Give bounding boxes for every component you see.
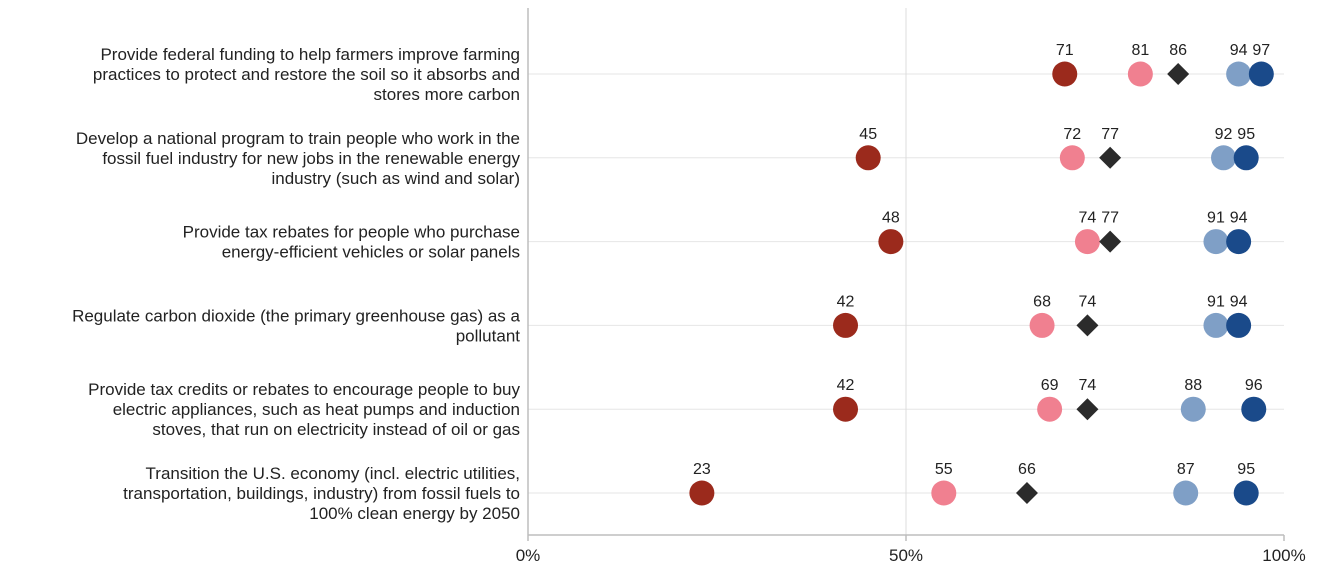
data-point <box>1052 61 1078 87</box>
data-label: 66 <box>1018 461 1036 478</box>
data-label: 86 <box>1169 42 1187 59</box>
data-marks <box>689 61 1274 506</box>
data-point <box>1037 396 1063 422</box>
data-point <box>1226 61 1252 87</box>
data-point <box>1180 396 1206 422</box>
data-label: 23 <box>693 461 711 478</box>
category-label: Regulate carbon dioxide (the primary gre… <box>72 306 520 345</box>
data-label: 77 <box>1101 126 1119 143</box>
data-point <box>1211 145 1237 171</box>
data-point <box>1059 145 1085 171</box>
data-point <box>1203 312 1229 338</box>
data-point <box>855 145 881 171</box>
data-point <box>1074 229 1100 255</box>
data-point <box>1226 312 1252 338</box>
data-point-diamond <box>1015 482 1038 504</box>
data-label: 68 <box>1033 293 1051 310</box>
data-label: 95 <box>1237 461 1255 478</box>
data-label: 42 <box>837 377 855 394</box>
x-tick-label: 0% <box>516 546 541 565</box>
x-tick-labels: 0% 50% 100% <box>516 546 1306 565</box>
category-label: Provide tax credits or rebates to encour… <box>88 380 520 439</box>
data-point <box>1233 145 1259 171</box>
data-label: 95 <box>1237 126 1255 143</box>
data-point-diamond <box>1099 146 1122 169</box>
data-label: 96 <box>1245 377 1263 394</box>
data-label: 48 <box>882 210 900 227</box>
data-label: 94 <box>1230 210 1248 227</box>
axes <box>527 8 1285 541</box>
data-point <box>833 396 859 422</box>
data-point <box>878 229 904 255</box>
data-point <box>1226 229 1252 255</box>
data-label: 69 <box>1041 377 1059 394</box>
data-point <box>931 480 957 506</box>
category-label: Transition the U.S. economy (incl. elect… <box>123 464 520 523</box>
data-label: 74 <box>1079 377 1097 394</box>
data-label: 94 <box>1230 293 1248 310</box>
data-label: 45 <box>859 126 877 143</box>
gridlines <box>528 8 1284 535</box>
data-point <box>1203 229 1229 255</box>
data-point <box>689 480 715 506</box>
data-label: 81 <box>1131 42 1149 59</box>
data-point <box>833 312 859 338</box>
data-label: 74 <box>1079 293 1097 310</box>
data-point-diamond <box>1167 63 1190 85</box>
data-label: 77 <box>1101 210 1119 227</box>
data-point-diamond <box>1076 398 1099 421</box>
data-label: 94 <box>1230 42 1248 59</box>
data-point <box>1241 396 1267 422</box>
x-tick-label: 100% <box>1262 546 1305 565</box>
data-label: 55 <box>935 461 953 478</box>
data-point <box>1173 480 1199 506</box>
data-label: 91 <box>1207 293 1225 310</box>
data-point <box>1248 61 1274 87</box>
category-label: Provide federal funding to help farmers … <box>93 45 520 104</box>
category-label: Develop a national program to train peop… <box>76 129 521 188</box>
data-point-diamond <box>1099 230 1122 253</box>
category-label: Provide tax rebates for people who purch… <box>183 223 520 262</box>
data-label: 92 <box>1215 126 1233 143</box>
data-label: 71 <box>1056 42 1074 59</box>
x-tick-label: 50% <box>889 546 923 565</box>
data-label: 97 <box>1252 42 1270 59</box>
data-point <box>1127 61 1153 87</box>
value-labels: 7145484242238172746869558677777474669492… <box>693 42 1270 478</box>
data-point-diamond <box>1076 314 1099 337</box>
data-label: 88 <box>1184 377 1202 394</box>
data-label: 72 <box>1063 126 1081 143</box>
data-label: 87 <box>1177 461 1195 478</box>
data-point <box>1233 480 1259 506</box>
data-label: 74 <box>1079 210 1097 227</box>
data-label: 91 <box>1207 210 1225 227</box>
data-point <box>1029 312 1055 338</box>
category-labels: Provide federal funding to help farmers … <box>72 45 520 523</box>
data-label: 42 <box>837 293 855 310</box>
